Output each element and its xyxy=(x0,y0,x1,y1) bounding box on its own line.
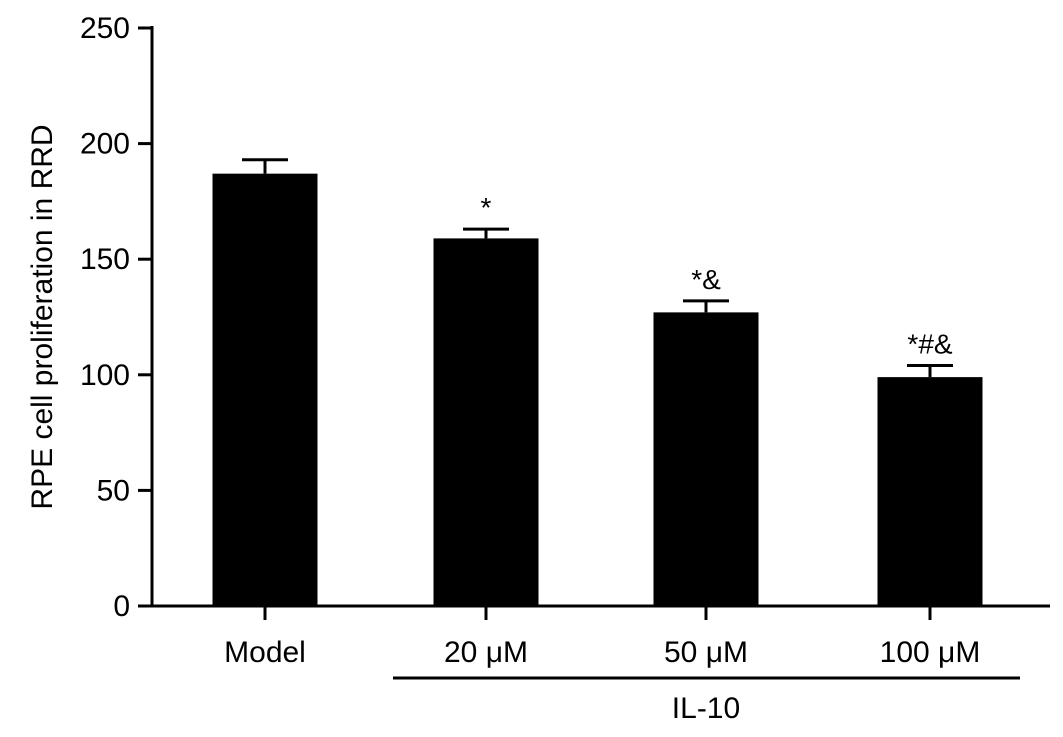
bar xyxy=(877,377,983,606)
x-tick-label: 100 μM xyxy=(880,636,981,669)
y-tick-label: 150 xyxy=(80,243,130,276)
bar xyxy=(433,238,539,606)
x-tick-label: 20 μM xyxy=(444,636,528,669)
error-bars xyxy=(242,158,953,378)
x-tick-label: Model xyxy=(224,636,306,669)
significance-markers: * *& *#& xyxy=(481,192,953,359)
x-tick-label: 50 μM xyxy=(664,636,748,669)
significance-label: *#& xyxy=(907,329,952,360)
x-tick-labels: Model 20 μM 50 μM 100 μM xyxy=(224,636,980,669)
y-tick-label: 250 xyxy=(80,12,130,45)
y-tick-label: 100 xyxy=(80,359,130,392)
bars xyxy=(212,173,983,606)
y-axis-label: RPE cell proliferation in RRD xyxy=(26,124,59,509)
y-tick-label: 50 xyxy=(97,474,130,507)
significance-label: * xyxy=(481,192,492,223)
y-tick-label: 0 xyxy=(113,590,130,623)
y-tick-label: 200 xyxy=(80,128,130,161)
y-axis: 0 50 100 150 200 250 xyxy=(80,12,154,623)
bar xyxy=(212,173,318,606)
bar xyxy=(653,312,759,606)
x-axis xyxy=(150,604,1050,620)
group-bracket: IL-10 xyxy=(393,676,1020,725)
significance-label: *& xyxy=(691,264,721,295)
group-label: IL-10 xyxy=(672,692,740,725)
